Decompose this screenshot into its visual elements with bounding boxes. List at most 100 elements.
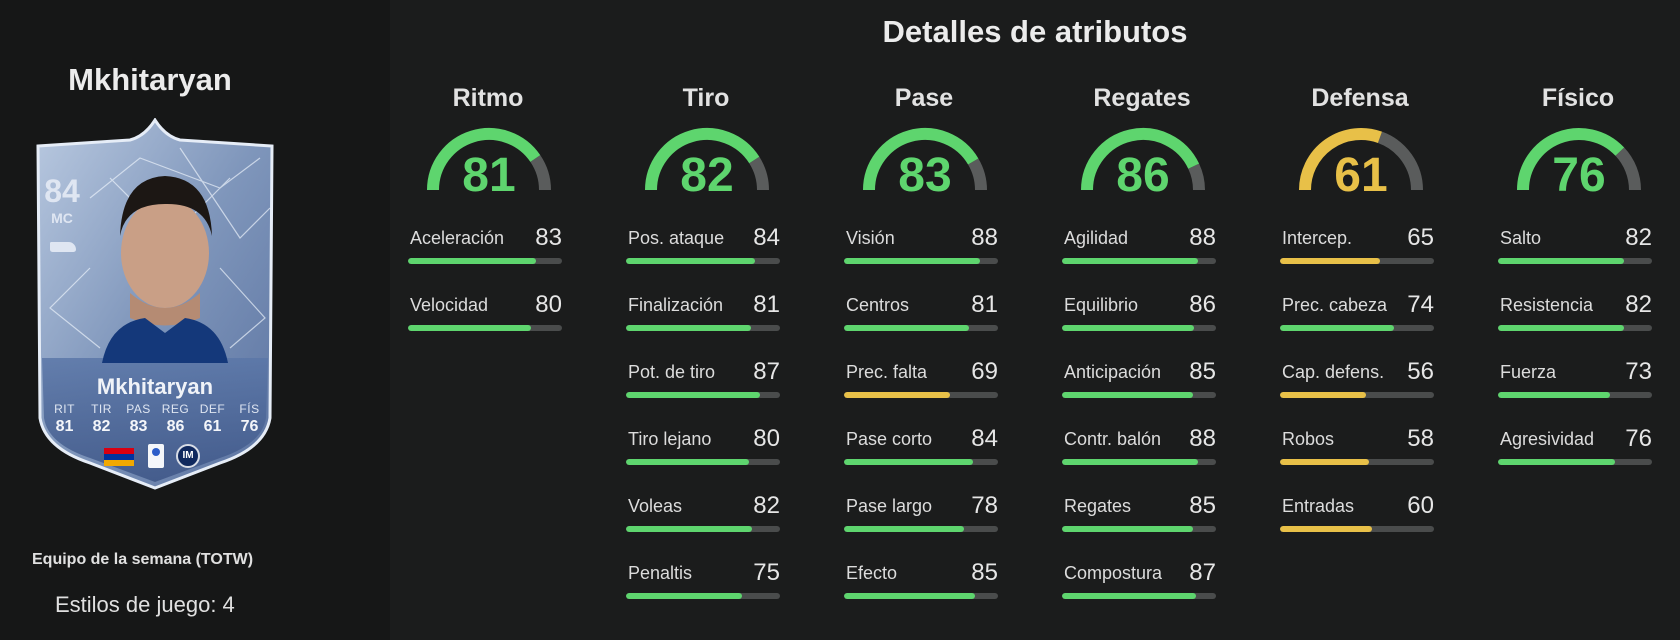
- attribute-bar-track: [626, 459, 780, 465]
- attribute-name: Regates: [1064, 496, 1132, 516]
- gauge-track: [530, 155, 551, 191]
- attribute-row: Prec. falta 69: [844, 358, 1004, 422]
- playstyles-count: Estilos de juego: 4: [55, 592, 235, 617]
- attribute-bar-track: [1280, 526, 1434, 532]
- gauge-track: [967, 158, 987, 191]
- card-position: MC: [51, 210, 73, 226]
- attribute-bar-fill: [844, 392, 951, 398]
- attribute-value: 86: [1189, 291, 1216, 318]
- attribute-value: 60: [1407, 492, 1434, 519]
- attribute-value: 88: [1189, 425, 1216, 452]
- category-value: 81: [462, 149, 516, 202]
- attribute-value: 84: [971, 425, 998, 452]
- attribute-value: 88: [971, 224, 998, 251]
- attribute-value: 75: [753, 559, 780, 586]
- card-stat-value: 81: [55, 418, 74, 435]
- attribute-bar-fill: [1498, 459, 1616, 465]
- category-value: 83: [898, 149, 952, 202]
- attribute-bar-track: [1062, 325, 1216, 331]
- attribute-bar-track: [844, 593, 998, 599]
- attribute-value: 81: [753, 291, 780, 318]
- attribute-value: 74: [1407, 291, 1434, 318]
- attribute-name: Intercep.: [1282, 228, 1353, 248]
- attribute-bar-track: [1498, 392, 1652, 398]
- attribute-value: 87: [1189, 559, 1216, 586]
- attribute-bar-fill: [1498, 392, 1611, 398]
- attribute-row: Pot. de tiro 87: [626, 358, 786, 422]
- category-title: Físico: [1541, 84, 1615, 112]
- card-stat-value: 76: [240, 418, 259, 435]
- attribute-value: 82: [1625, 291, 1652, 318]
- category-value: 82: [680, 149, 734, 202]
- attribute-bar-fill: [626, 459, 750, 465]
- attribute-value: 80: [535, 291, 562, 318]
- attribute-row: Salto 82: [1498, 224, 1658, 288]
- attribute-bar-fill: [626, 526, 753, 532]
- attribute-value: 83: [535, 224, 562, 251]
- boot-icon: [50, 242, 76, 252]
- attribute-value: 76: [1625, 425, 1652, 452]
- category-defensa: Defensa 61 Intercep. 65 Prec. cabeza 74 Cap. d…: [1280, 0, 1440, 640]
- attribute-bar-fill: [844, 325, 969, 331]
- attribute-bar-track: [1062, 392, 1216, 398]
- card-stat: REG 86: [157, 402, 194, 436]
- attribute-row: Intercep. 65: [1280, 224, 1440, 288]
- attribute-row: Entradas 60: [1280, 492, 1440, 556]
- attribute-bar-track: [1498, 459, 1652, 465]
- attribute-row: Equilibrio 86: [1062, 291, 1222, 355]
- attribute-name: Visión: [846, 228, 895, 248]
- category-pase: Pase 83 Visión 88 Centros 81 Prec. falta 69 Pase…: [844, 0, 1004, 640]
- attribute-value: 65: [1407, 224, 1434, 251]
- player-card[interactable]: 84 MC Mkhitaryan RIT 81 TIR 82 PAS 83 RE…: [30, 118, 280, 490]
- card-stat: PAS 83: [120, 402, 157, 436]
- attribute-row: Aceleración 83: [408, 224, 568, 288]
- attribute-row: Penaltis 75: [626, 559, 786, 623]
- attribute-row: Anticipación 85: [1062, 358, 1222, 422]
- attribute-row: Agresividad 76: [1498, 425, 1658, 489]
- attribute-bar-fill: [626, 325, 751, 331]
- gauge-fill: [427, 128, 541, 191]
- attribute-bar-fill: [844, 526, 965, 532]
- category-gauge: [645, 128, 769, 191]
- category-físico: Físico 76 Salto 82 Resistencia 82 Fuerza 73 Agre…: [1498, 0, 1658, 640]
- card-rating: 84: [44, 173, 80, 209]
- attribute-name: Finalización: [628, 295, 724, 315]
- attribute-bar-fill: [1062, 325, 1195, 331]
- attribute-row: Voleas 82: [626, 492, 786, 556]
- category-title: Pase: [894, 84, 954, 112]
- attribute-bar-track: [626, 593, 780, 599]
- category-gauge: [427, 128, 551, 191]
- attribute-bar-fill: [1498, 325, 1625, 331]
- attribute-bar-fill: [1280, 258, 1381, 264]
- gauge-track: [1615, 147, 1641, 191]
- card-stats: RIT 81 TIR 82 PAS 83 REG 86 DEF 61 FÍS 7…: [46, 402, 268, 436]
- attribute-value: 85: [1189, 358, 1216, 385]
- category-value: 61: [1334, 149, 1388, 202]
- attribute-name: Penaltis: [628, 563, 693, 583]
- attribute-name: Compostura: [1064, 563, 1163, 583]
- attribute-bar-track: [1280, 392, 1434, 398]
- attribute-bar-track: [1062, 526, 1216, 532]
- card-stat-value: 82: [92, 418, 111, 435]
- category-value: 86: [1116, 149, 1170, 202]
- attribute-name: Centros: [846, 295, 910, 315]
- attribute-row: Robos 58: [1280, 425, 1440, 489]
- card-stat-label: PAS: [126, 402, 151, 416]
- attribute-value: 78: [971, 492, 998, 519]
- attribute-name: Entradas: [1282, 496, 1355, 516]
- attribute-value: 85: [1189, 492, 1216, 519]
- attribute-value: 69: [971, 358, 998, 385]
- attribute-value: 56: [1407, 358, 1434, 385]
- attribute-name: Agresividad: [1500, 429, 1595, 449]
- card-stat: DEF 61: [194, 402, 231, 436]
- attribute-row: Regates 85: [1062, 492, 1222, 556]
- card-stat-label: DEF: [199, 402, 226, 416]
- attribute-row: Visión 88: [844, 224, 1004, 288]
- attribute-row: Tiro lejano 80: [626, 425, 786, 489]
- attribute-bar-fill: [1062, 526, 1193, 532]
- attribute-name: Fuerza: [1500, 362, 1557, 382]
- league-badge-icon: [148, 444, 164, 468]
- attribute-bar-track: [626, 258, 780, 264]
- attribute-bar-fill: [408, 325, 532, 331]
- attribute-name: Pase largo: [846, 496, 933, 516]
